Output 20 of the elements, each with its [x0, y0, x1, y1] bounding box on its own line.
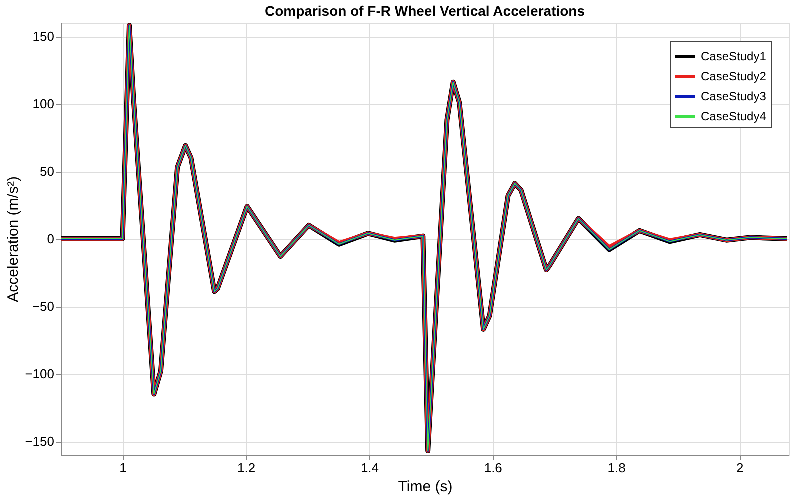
legend-label: CaseStudy3	[701, 90, 767, 104]
y-tick-label: −100	[25, 366, 54, 382]
y-tick-label: 150	[32, 29, 54, 44]
x-tick-label: 1.8	[608, 460, 626, 476]
x-tick-label: 1.4	[360, 460, 380, 476]
legend-label: CaseStudy4	[701, 110, 767, 124]
x-axis-title: Time (s)	[398, 478, 453, 496]
x-tick-label: 1.6	[484, 460, 502, 476]
y-tick-label: −150	[25, 434, 54, 449]
legend-label: CaseStudy2	[701, 70, 767, 84]
y-tick-label: 0	[47, 232, 54, 246]
x-tick-label: 1.2	[238, 460, 256, 476]
x-tick-label: 2	[736, 460, 744, 476]
y-tick-label: −50	[32, 299, 54, 314]
y-tick-label: 50	[40, 164, 54, 179]
y-tick-label: 100	[32, 96, 54, 112]
x-tick-label: 1	[120, 460, 127, 476]
chart-title: Comparison of F-R Wheel Vertical Accelerations	[264, 3, 586, 19]
legend-label: CaseStudy1	[701, 50, 767, 64]
y-axis-title: Acceleration (m/s²)	[5, 176, 22, 302]
